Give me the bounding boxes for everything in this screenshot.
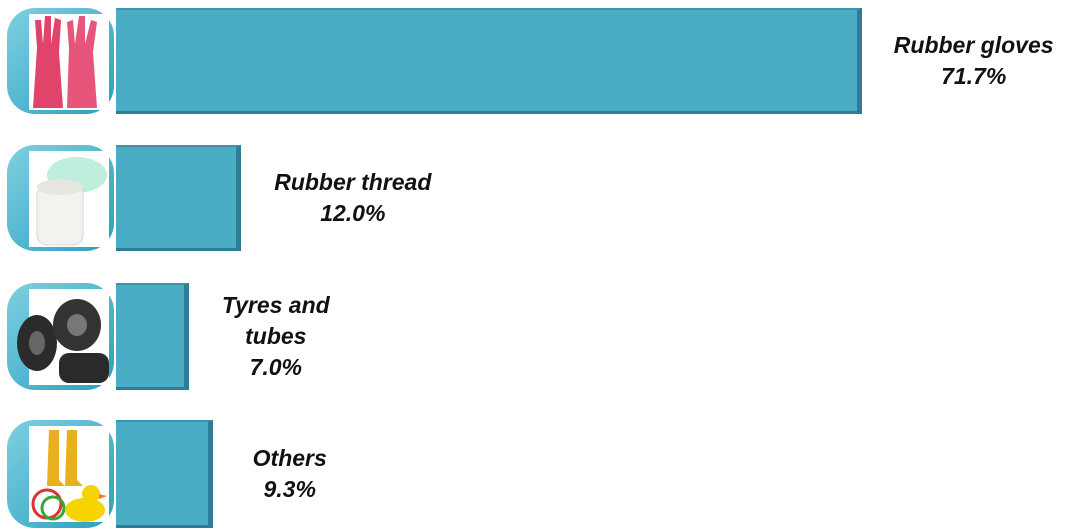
category-label: Rubber gloves	[893, 32, 1054, 58]
value-label: 12.0%	[320, 200, 386, 226]
bar-label: Tyres and tubes 7.0%	[201, 283, 351, 390]
category-label: Others	[252, 445, 327, 471]
others-icon	[7, 420, 114, 528]
category-label: Tyres and tubes	[221, 292, 330, 349]
bar	[116, 420, 213, 528]
value-label: 9.3%	[263, 476, 316, 502]
bar	[116, 8, 862, 114]
bar-label: Others 9.3%	[225, 420, 355, 528]
value-label: 7.0%	[249, 354, 303, 380]
category-label: Rubber thread	[274, 169, 432, 195]
value-label: 71.7%	[941, 63, 1007, 89]
bar-label: Rubber thread 12.0%	[253, 145, 453, 251]
bar	[116, 283, 189, 390]
tyres-icon	[7, 283, 114, 390]
bar-label: Rubber gloves 71.7%	[874, 8, 1071, 114]
bar	[116, 145, 241, 251]
gloves-icon	[7, 8, 114, 114]
thread-icon	[7, 145, 114, 251]
